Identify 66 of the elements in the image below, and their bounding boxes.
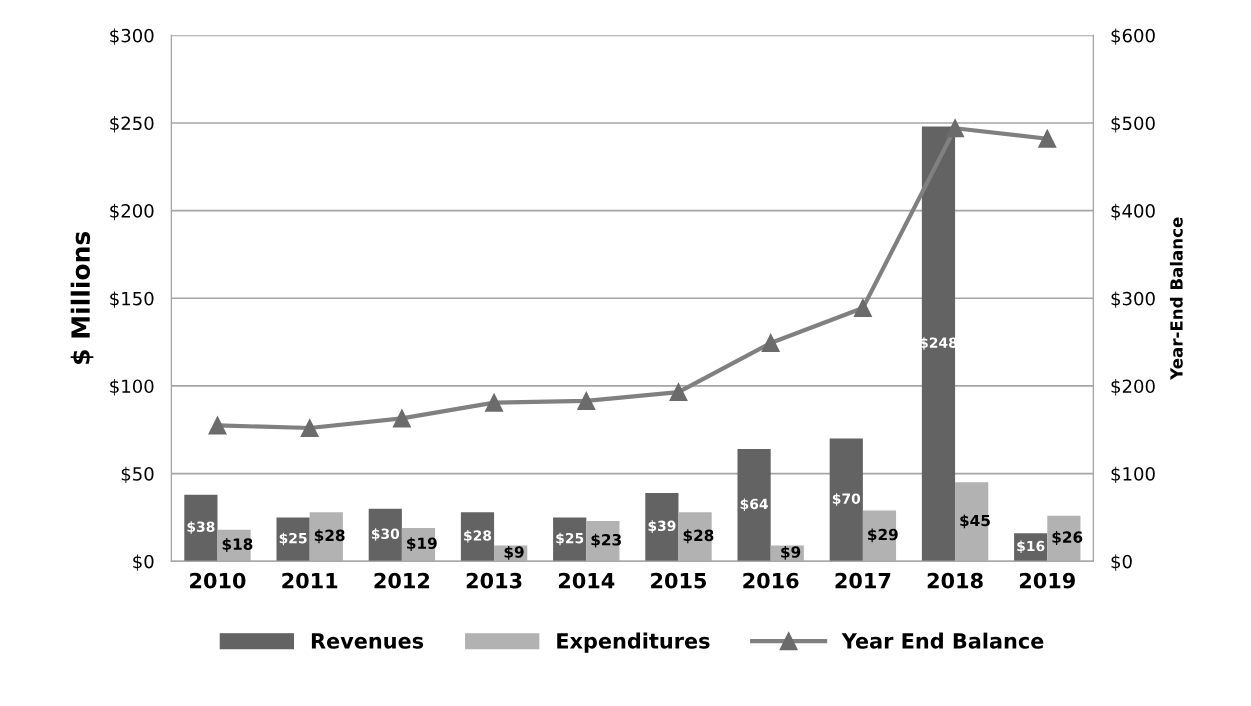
point xyxy=(1038,129,1057,148)
y2-tick-label: $600 xyxy=(1111,28,1155,45)
x-tick-label: 2018 xyxy=(927,572,983,589)
data-label: $25 xyxy=(279,532,307,546)
bar xyxy=(460,512,495,562)
point xyxy=(761,333,780,353)
bar xyxy=(184,494,218,562)
y2-tick-label: $0 xyxy=(1111,554,1132,571)
data-label: $19 xyxy=(407,537,437,552)
point xyxy=(208,416,227,435)
data-label: $28 xyxy=(683,529,714,544)
point xyxy=(392,409,411,428)
y2-tick-label: $200 xyxy=(1111,379,1155,396)
y-tick-label: $150 xyxy=(110,291,154,308)
legend-label: Revenues xyxy=(311,633,424,649)
y-tick-label: $0 xyxy=(133,554,154,571)
data-label: $18 xyxy=(222,538,253,552)
y2-tick-label: $500 xyxy=(1111,116,1155,133)
data-label: $45 xyxy=(960,514,990,529)
legend-label: Year End Balance xyxy=(841,632,1044,649)
y-tick-label: $300 xyxy=(110,28,154,45)
x-tick-label: 2012 xyxy=(374,572,430,589)
bar xyxy=(276,517,310,562)
y-tick-label: $200 xyxy=(110,203,154,221)
data-label: $64 xyxy=(740,498,768,512)
point xyxy=(300,418,319,438)
data-label: $9 xyxy=(504,545,524,560)
data-label: $28 xyxy=(464,530,492,543)
data-label: $38 xyxy=(187,521,215,534)
y-tick-label: $100 xyxy=(110,379,154,396)
bar xyxy=(737,449,771,562)
data-label: $39 xyxy=(648,520,676,533)
y2-tick-label: $300 xyxy=(1111,291,1155,308)
data-label: $25 xyxy=(556,532,584,546)
y2-tick-label: $100 xyxy=(1111,466,1155,484)
x-tick-label: 2010 xyxy=(190,572,246,589)
x-tick-label: 2016 xyxy=(743,572,799,589)
y-tick-label: $250 xyxy=(110,116,154,133)
legend-label: Expenditures xyxy=(557,632,710,653)
point xyxy=(485,393,504,412)
data-label: $70 xyxy=(832,493,861,506)
data-label: $29 xyxy=(868,528,898,543)
y2-axis-title: Year-End Balance xyxy=(1169,217,1183,381)
y-tick-label: $50 xyxy=(121,466,154,484)
bar xyxy=(829,438,863,562)
x-tick-label: 2014 xyxy=(558,572,615,589)
point xyxy=(853,298,872,317)
data-label: $16 xyxy=(1017,540,1045,554)
data-label: $26 xyxy=(1052,531,1083,545)
point xyxy=(946,119,965,138)
y-axis-title: $ Millions xyxy=(70,231,94,364)
point xyxy=(577,391,596,410)
x-tick-label: 2017 xyxy=(835,572,891,589)
point xyxy=(669,383,688,402)
bar xyxy=(553,517,587,562)
x-tick-label: 2011 xyxy=(282,572,338,589)
bar xyxy=(368,508,402,562)
bar xyxy=(645,492,679,562)
data-label: $30 xyxy=(371,528,400,541)
x-tick-label: 2019 xyxy=(1019,572,1075,589)
data-label: $23 xyxy=(591,533,621,548)
x-tick-label: 2013 xyxy=(466,572,522,589)
y2-tick-label: $400 xyxy=(1111,203,1155,221)
x-tick-label: 2015 xyxy=(651,572,707,589)
data-label: $9 xyxy=(781,545,801,560)
data-label: $28 xyxy=(314,529,345,544)
